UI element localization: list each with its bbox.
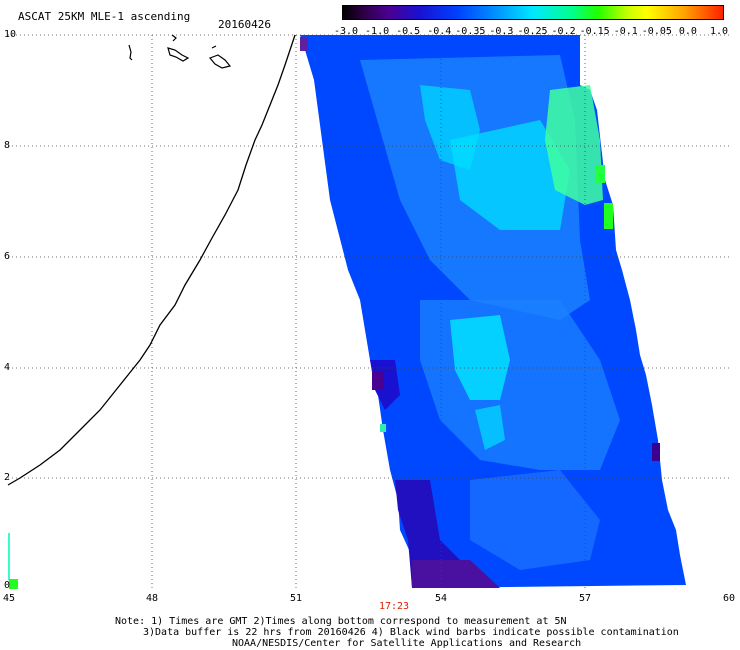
colorbar-tick-label: -0.4 [427, 26, 452, 37]
colorbar-tick-label: -3.0 [333, 26, 359, 37]
swath [300, 35, 686, 588]
colorbar-tick-label: -0.2 [551, 26, 576, 37]
note-line-2: 3)Data buffer is 22 hrs from 20160426 4)… [143, 627, 679, 638]
colorbar-tick-label: -0.1 [613, 26, 638, 37]
lat-lon-grid [8, 34, 730, 589]
colorbar-tick-label: 1.0 [709, 26, 729, 37]
lat-label-10: 10 [4, 29, 17, 40]
lon-label-51: 51 [289, 593, 303, 604]
lat-label-8: 8 [4, 140, 11, 151]
colorbar-tick-label: -0.5 [396, 26, 421, 37]
map-title: ASCAT 25KM MLE-1 ascending [18, 10, 191, 23]
colorbar-tick-label: -0.3 [489, 26, 514, 37]
colorbar-tick-label: -0.15 [579, 26, 610, 37]
colorbar [342, 5, 724, 20]
colorbar-tick-label: 0.0 [678, 26, 697, 37]
lat-label-6: 6 [4, 251, 11, 262]
lat-label-0: 0 [4, 580, 11, 591]
note-line-3: NOAA/NESDIS/Center for Satellite Applica… [232, 638, 582, 649]
lat-label-2: 2 [4, 472, 11, 483]
lon-label-57: 57 [578, 593, 592, 604]
note-line-1: Note: 1) Times are GMT 2)Times along bot… [115, 616, 567, 627]
colorbar-tick-label: -0.35 [455, 26, 486, 37]
pass-time-label: 17:23 [378, 601, 410, 612]
map-date: 20160426 [218, 18, 271, 31]
islands [128, 34, 232, 69]
colorbar-tick-label: -0.05 [641, 26, 672, 37]
lon-label-60: 60 [722, 593, 736, 604]
legend-wind-box [9, 579, 18, 589]
coastline [7, 34, 296, 486]
lon-label-45: 45 [2, 593, 16, 604]
lon-label-48: 48 [145, 593, 159, 604]
colorbar-tick-label: -0.25 [517, 26, 548, 37]
lon-label-54: 54 [434, 593, 448, 604]
lat-label-4: 4 [4, 362, 11, 373]
colorbar-tick-label: -1.0 [365, 26, 390, 37]
